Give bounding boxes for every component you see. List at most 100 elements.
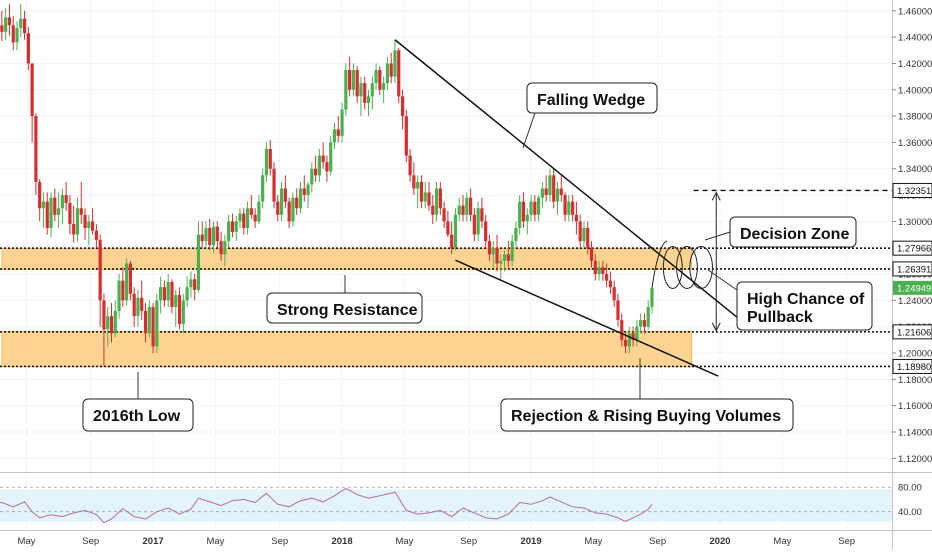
candle-body xyxy=(438,188,442,209)
candle-body xyxy=(94,230,98,240)
y-tick-label: 1.16000 xyxy=(898,401,932,412)
candle-body xyxy=(419,181,424,202)
y-tick-label: 1.42000 xyxy=(898,59,932,70)
candle-body xyxy=(642,320,647,327)
y-tick-label: 1.18000 xyxy=(898,375,932,386)
candle-body xyxy=(174,295,178,307)
y-tick-label: 1.38000 xyxy=(898,112,932,123)
candle-body xyxy=(548,175,552,196)
price-tag-box xyxy=(892,182,932,198)
candle-body xyxy=(261,175,265,202)
x-tick-label: 2020 xyxy=(709,536,730,547)
candle-body xyxy=(639,320,643,327)
price-tag-label: 1.21606 xyxy=(897,327,931,338)
candle-body xyxy=(302,188,306,196)
candle-body xyxy=(514,227,518,242)
candle-body xyxy=(253,214,257,222)
candle-body xyxy=(457,205,461,215)
candle-body xyxy=(170,281,174,307)
candle-body xyxy=(461,205,465,215)
candle-body xyxy=(529,201,533,215)
candle-body xyxy=(143,310,148,334)
x-tick-label: Sep xyxy=(649,536,666,547)
candle-body xyxy=(215,226,219,242)
candle-body xyxy=(400,96,405,117)
candle-body xyxy=(623,339,628,347)
candle-body xyxy=(574,214,578,222)
candle-body xyxy=(359,83,363,97)
x-tick-label: Sep xyxy=(460,536,477,547)
candle-body xyxy=(45,201,49,228)
x-tick-label: May xyxy=(395,536,413,547)
candle-body xyxy=(22,18,27,34)
y-tick-label: 1.34000 xyxy=(898,164,932,175)
candle-body xyxy=(495,247,499,264)
candle-body xyxy=(506,254,510,261)
candle-body xyxy=(7,17,12,26)
candle-body xyxy=(416,181,420,189)
candle-body xyxy=(325,162,329,172)
candle-body xyxy=(484,221,488,242)
candle-body xyxy=(363,83,367,103)
callout-2016-low: 2016th Low xyxy=(82,372,194,432)
candle-body xyxy=(196,234,201,290)
candle-body xyxy=(125,263,129,301)
callout-pointer xyxy=(704,231,731,241)
candle-body xyxy=(91,221,95,231)
candle-body xyxy=(499,260,503,264)
price-tag-label: 1.18980 xyxy=(897,362,931,373)
candle-body xyxy=(306,184,310,196)
candle-body xyxy=(30,63,34,117)
candle-body xyxy=(382,83,386,90)
zones xyxy=(1,248,692,367)
callout-text: Decision Zone xyxy=(740,226,849,243)
candle-body xyxy=(219,241,223,255)
candle-body xyxy=(128,263,132,294)
candles xyxy=(0,4,654,367)
candle-body xyxy=(189,279,193,288)
y-tick-label: 1.20000 xyxy=(898,349,932,360)
candle-body xyxy=(310,168,314,185)
candle-body xyxy=(487,241,492,255)
candle-body xyxy=(230,221,235,232)
projection-loop xyxy=(662,245,683,289)
up-arrow-head xyxy=(711,191,721,201)
axes: 1.46000 1.44000 1.42000 1.40000 1.38000 1.360… xyxy=(17,0,932,550)
candle-body xyxy=(41,201,46,209)
candle-body xyxy=(502,254,507,261)
candle-body xyxy=(537,197,541,215)
candle-body xyxy=(544,188,548,196)
candle-body xyxy=(601,267,605,275)
price-levels xyxy=(0,189,892,368)
candle-body xyxy=(75,208,80,235)
candle-body xyxy=(204,227,208,242)
candle-body xyxy=(442,208,446,222)
candle-body xyxy=(366,96,371,103)
candle-body xyxy=(79,208,83,215)
candle-body xyxy=(650,287,654,307)
candle-body xyxy=(132,293,136,317)
callout-box xyxy=(526,82,658,114)
candle-body xyxy=(370,83,374,97)
candle-body xyxy=(53,197,57,215)
callout-text: 2016th Low xyxy=(93,408,181,425)
y-tick-label: 1.24000 xyxy=(898,296,932,307)
candle-body xyxy=(612,287,616,301)
callout-box xyxy=(82,398,194,432)
candle-body xyxy=(635,326,639,340)
callout-text: Rejection & Rising Buying Volumes xyxy=(511,408,781,425)
candle-body xyxy=(227,221,231,242)
candle-body xyxy=(593,260,597,275)
projection-paths xyxy=(651,191,721,332)
rsi-tick-label: 40.00 xyxy=(898,507,922,518)
candle-body xyxy=(162,287,167,301)
y-tick-label: 1.46000 xyxy=(898,6,932,17)
candle-body xyxy=(155,300,159,347)
candle-body xyxy=(242,213,246,228)
candle-body xyxy=(106,316,110,330)
candle-body xyxy=(102,300,106,330)
candle-body xyxy=(552,175,556,202)
candle-body xyxy=(329,142,333,172)
candle-body xyxy=(597,267,601,275)
